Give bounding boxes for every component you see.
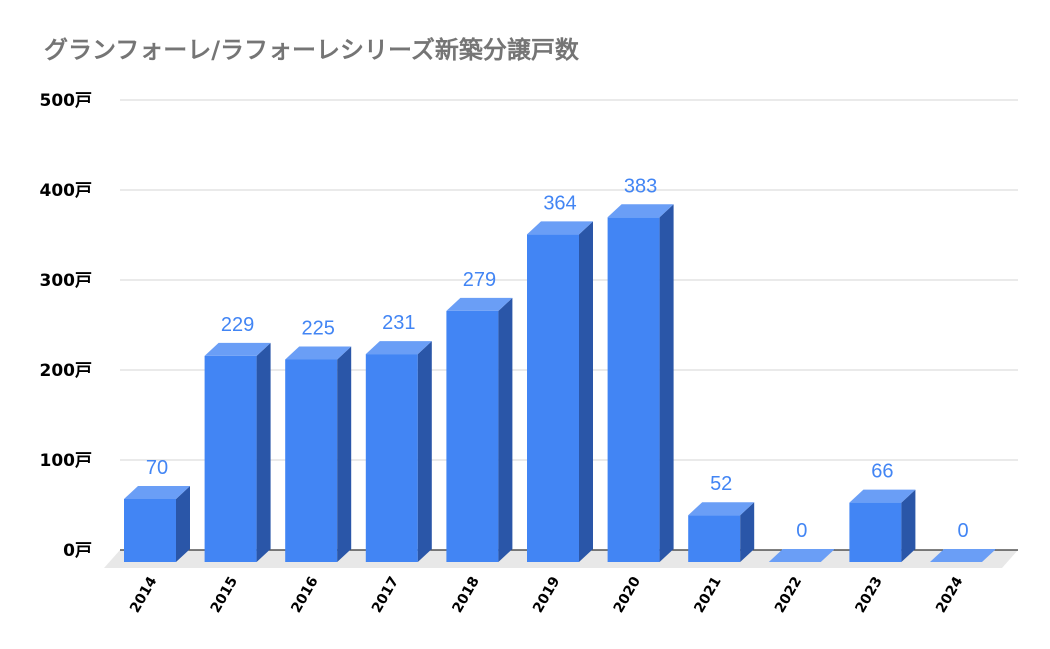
x-tick-label: 2015 — [208, 574, 241, 616]
bar — [204, 342, 271, 562]
bar-front — [446, 310, 499, 562]
bar-side — [417, 341, 432, 562]
bar-top — [849, 489, 916, 503]
bar-top — [930, 549, 996, 562]
x-tick-label: 2018 — [450, 574, 483, 616]
bar-side — [498, 297, 513, 562]
x-tick-label: 2021 — [691, 574, 724, 616]
bar — [446, 297, 513, 562]
bar-front — [849, 502, 902, 562]
bar — [849, 489, 916, 562]
data-label: 0 — [957, 520, 968, 542]
y-tick-label: 400戸 — [40, 181, 93, 201]
bar-side — [256, 342, 271, 562]
x-tick-label: 2020 — [611, 574, 644, 616]
bar — [688, 502, 755, 562]
bar — [285, 346, 352, 562]
bar-front — [204, 355, 257, 562]
bar-top — [768, 549, 835, 562]
bar-top — [688, 502, 755, 516]
chart-title: グランフォーレ/ラフォーレシリーズ新築分譲戸数 — [44, 36, 579, 64]
bar — [124, 486, 190, 562]
bar — [607, 204, 674, 563]
data-label: 0 — [796, 520, 807, 542]
x-tick-label: 2022 — [772, 574, 805, 616]
data-label: 364 — [543, 192, 576, 214]
data-label: 229 — [221, 314, 254, 336]
bar-side — [579, 221, 593, 562]
x-tick-label: 2017 — [369, 574, 402, 616]
bar-top — [285, 346, 352, 360]
bar-side — [659, 204, 674, 563]
data-label: 225 — [302, 318, 335, 340]
bar-front — [688, 515, 741, 562]
bar-top — [527, 221, 593, 235]
bar-side — [740, 502, 755, 562]
y-tick-label: 300戸 — [40, 271, 93, 291]
y-tick-label: 200戸 — [40, 361, 93, 381]
bar — [930, 549, 996, 562]
x-tick-label: 2024 — [933, 574, 966, 616]
y-tick-label: 500戸 — [40, 91, 93, 111]
bar-top — [124, 486, 190, 499]
bar-top — [446, 297, 513, 311]
bar-front — [124, 499, 176, 562]
x-tick-label: 2014 — [127, 574, 160, 616]
bar-top — [607, 204, 674, 218]
y-tick-label: 100戸 — [40, 451, 93, 471]
bar — [365, 341, 432, 562]
x-tick-label: 2023 — [853, 574, 886, 616]
x-tick-label: 2019 — [530, 574, 563, 616]
bar-side — [901, 489, 916, 562]
bar-front — [607, 217, 660, 563]
bar-side — [337, 346, 352, 562]
data-label: 383 — [624, 175, 657, 197]
bar-top — [204, 342, 271, 356]
bar — [768, 549, 835, 562]
bar-front — [527, 234, 579, 562]
bar — [527, 221, 593, 562]
data-label: 279 — [463, 269, 496, 291]
data-label: 52 — [710, 473, 732, 495]
x-tick-label: 2016 — [288, 574, 321, 616]
bar-top — [365, 341, 432, 355]
bar-front — [365, 354, 418, 562]
y-tick-label: 0戸 — [63, 541, 92, 561]
bar-side — [176, 486, 190, 562]
bar-front — [285, 359, 338, 562]
data-label: 66 — [871, 461, 893, 483]
data-label: 231 — [382, 312, 415, 334]
data-label: 70 — [146, 457, 168, 479]
